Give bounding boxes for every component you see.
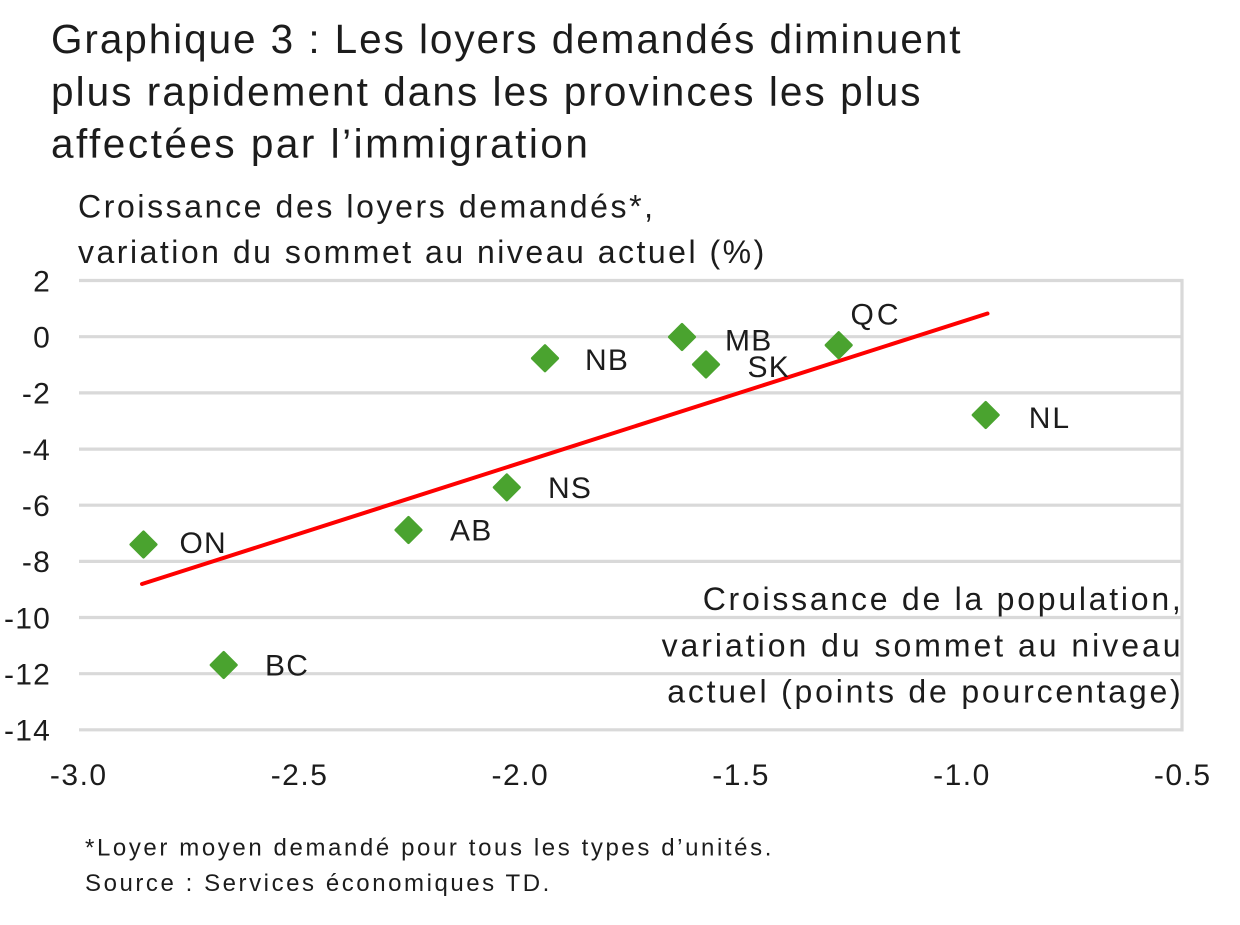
svg-text:ON: ON xyxy=(180,527,227,560)
svg-text:-3.0: -3.0 xyxy=(50,759,108,792)
svg-text:-4: -4 xyxy=(22,434,51,467)
svg-text:0: 0 xyxy=(33,322,51,355)
svg-text:-2: -2 xyxy=(22,378,51,411)
svg-text:variation du sommet au niveau: variation du sommet au niveau actuel (%) xyxy=(78,234,767,270)
svg-text:NL: NL xyxy=(1029,402,1071,435)
svg-text:NB: NB xyxy=(585,344,629,377)
svg-text:-0.5: -0.5 xyxy=(1154,759,1212,792)
svg-text:variation du sommet au niveau: variation du sommet au niveau xyxy=(662,627,1184,663)
svg-text:-6: -6 xyxy=(22,490,51,523)
svg-text:Graphique 3 : Les loyers deman: Graphique 3 : Les loyers demandés diminu… xyxy=(51,16,962,62)
svg-text:*Loyer moyen demandé pour tous: *Loyer moyen demandé pour tous les types… xyxy=(85,835,774,862)
svg-text:Croissance des loyers demandés: Croissance des loyers demandés*, xyxy=(78,189,656,225)
svg-text:SK: SK xyxy=(748,351,790,384)
svg-text:-2.5: -2.5 xyxy=(271,759,329,792)
svg-text:MB: MB xyxy=(725,325,772,358)
svg-text:NS: NS xyxy=(548,472,592,505)
svg-text:actuel (points de pourcentage): actuel (points de pourcentage) xyxy=(667,674,1183,710)
svg-text:-12: -12 xyxy=(4,659,51,692)
svg-text:affectées par l’immigration: affectées par l’immigration xyxy=(51,121,590,167)
svg-text:AB: AB xyxy=(450,515,492,548)
svg-text:plus rapidement dans les provi: plus rapidement dans les provinces les p… xyxy=(51,69,923,115)
svg-text:-1.0: -1.0 xyxy=(933,759,991,792)
svg-text:Source : Services économiques: Source : Services économiques TD. xyxy=(85,870,552,897)
svg-text:2: 2 xyxy=(33,265,51,298)
svg-text:-14: -14 xyxy=(4,715,51,748)
svg-text:-10: -10 xyxy=(4,602,51,635)
svg-text:BC: BC xyxy=(265,650,309,683)
svg-text:Croissance de la population,: Croissance de la population, xyxy=(703,581,1184,617)
svg-text:-2.0: -2.0 xyxy=(491,759,549,792)
svg-text:-1.5: -1.5 xyxy=(712,759,770,792)
svg-text:-8: -8 xyxy=(22,546,51,579)
svg-text:QC: QC xyxy=(851,299,902,332)
